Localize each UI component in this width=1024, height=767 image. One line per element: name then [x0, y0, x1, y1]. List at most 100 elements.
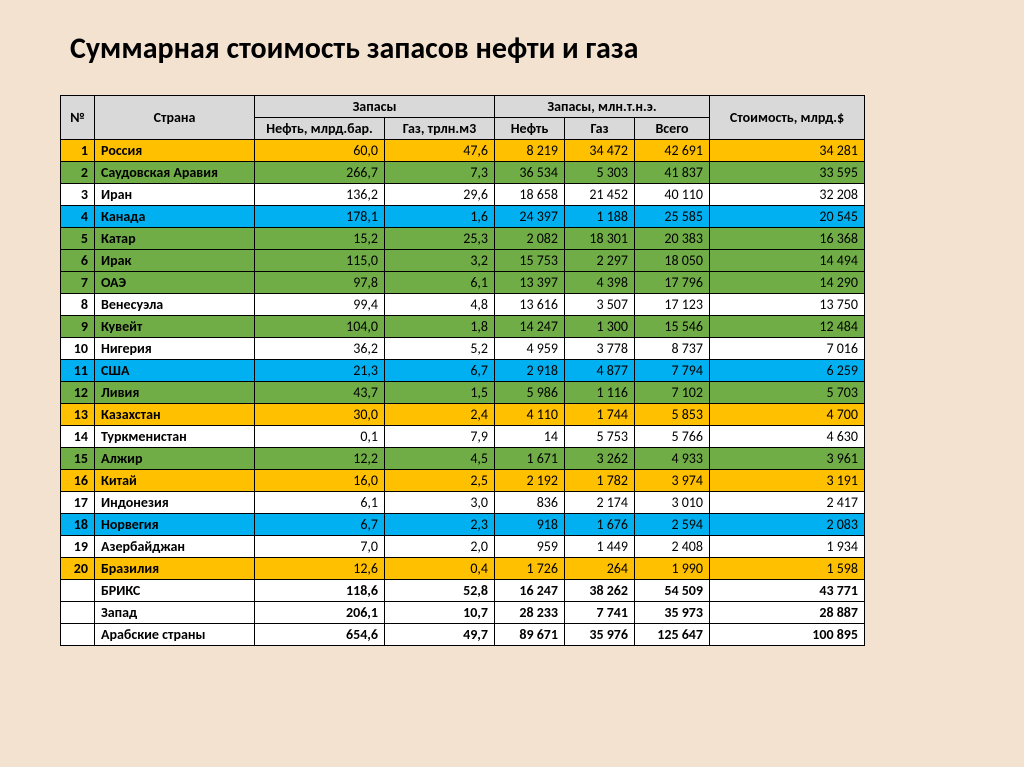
header-gas: Газ	[565, 118, 635, 140]
cell-total: 4 933	[635, 448, 710, 470]
header-oil: Нефть	[495, 118, 565, 140]
cell-oil: 14 247	[495, 316, 565, 338]
cell-total: 20 383	[635, 228, 710, 250]
cell-oil: 18 658	[495, 184, 565, 206]
cell-value: 3 191	[710, 470, 865, 492]
table-row: 1Россия60,047,68 21934 47242 69134 281	[61, 140, 865, 162]
cell-index: 5	[61, 228, 95, 250]
table-row: 9Кувейт104,01,814 2471 30015 54612 484	[61, 316, 865, 338]
cell-oil-bbl: 136,2	[255, 184, 385, 206]
cell-country: Туркменистан	[95, 426, 255, 448]
cell-gas: 2 297	[565, 250, 635, 272]
cell-value: 13 750	[710, 294, 865, 316]
cell-gas-tcm: 10,7	[385, 602, 495, 624]
cell-value: 2 083	[710, 514, 865, 536]
table-row: 11США21,36,72 9184 8777 7946 259	[61, 360, 865, 382]
cell-country: США	[95, 360, 255, 382]
header-value: Стоимость, млрд.$	[710, 96, 865, 140]
cell-gas-tcm: 2,5	[385, 470, 495, 492]
header-country: Страна	[95, 96, 255, 140]
cell-country: Кувейт	[95, 316, 255, 338]
cell-index: 7	[61, 272, 95, 294]
cell-oil-bbl: 6,7	[255, 514, 385, 536]
cell-oil: 16 247	[495, 580, 565, 602]
cell-gas: 1 782	[565, 470, 635, 492]
cell-oil: 1 726	[495, 558, 565, 580]
cell-gas-tcm: 25,3	[385, 228, 495, 250]
cell-oil-bbl: 12,6	[255, 558, 385, 580]
table-row: 13Казахстан30,02,44 1101 7445 8534 700	[61, 404, 865, 426]
cell-index: 3	[61, 184, 95, 206]
cell-gas: 5 303	[565, 162, 635, 184]
table-row: 2Саудовская Аравия266,77,336 5345 30341 …	[61, 162, 865, 184]
cell-oil-bbl: 99,4	[255, 294, 385, 316]
cell-country: Китай	[95, 470, 255, 492]
table-row: 16Китай16,02,52 1921 7823 9743 191	[61, 470, 865, 492]
cell-gas-tcm: 2,4	[385, 404, 495, 426]
cell-gas: 1 188	[565, 206, 635, 228]
cell-country: Бразилия	[95, 558, 255, 580]
cell-gas: 3 778	[565, 338, 635, 360]
cell-total: 2 594	[635, 514, 710, 536]
cell-oil: 4 110	[495, 404, 565, 426]
cell-gas-tcm: 47,6	[385, 140, 495, 162]
cell-value: 12 484	[710, 316, 865, 338]
cell-oil-bbl: 21,3	[255, 360, 385, 382]
cell-country: Казахстан	[95, 404, 255, 426]
table-row: 20Бразилия12,60,41 7262641 9901 598	[61, 558, 865, 580]
cell-value: 43 771	[710, 580, 865, 602]
cell-index-empty	[61, 624, 95, 646]
cell-total: 2 408	[635, 536, 710, 558]
cell-index: 9	[61, 316, 95, 338]
cell-oil: 5 986	[495, 382, 565, 404]
cell-oil-bbl: 30,0	[255, 404, 385, 426]
cell-index: 15	[61, 448, 95, 470]
cell-value: 28 887	[710, 602, 865, 624]
cell-gas-tcm: 29,6	[385, 184, 495, 206]
table-row: 3Иран136,229,618 65821 45240 11032 208	[61, 184, 865, 206]
cell-total: 7 794	[635, 360, 710, 382]
cell-value: 1 934	[710, 536, 865, 558]
cell-country: Россия	[95, 140, 255, 162]
cell-oil-bbl: 16,0	[255, 470, 385, 492]
cell-value: 3 961	[710, 448, 865, 470]
cell-total: 7 102	[635, 382, 710, 404]
header-reserves-mtoe-group: Запасы, млн.т.н.э.	[495, 96, 710, 118]
summary-row: Запад206,110,728 2337 74135 97328 887	[61, 602, 865, 624]
cell-gas: 21 452	[565, 184, 635, 206]
cell-oil-bbl: 6,1	[255, 492, 385, 514]
table-row: 10Нигерия36,25,24 9593 7788 7377 016	[61, 338, 865, 360]
cell-total: 1 990	[635, 558, 710, 580]
cell-country: Индонезия	[95, 492, 255, 514]
cell-oil: 2 918	[495, 360, 565, 382]
cell-oil-bbl: 15,2	[255, 228, 385, 250]
cell-oil-bbl: 36,2	[255, 338, 385, 360]
cell-gas-tcm: 49,7	[385, 624, 495, 646]
page-title: Суммарная стоимость запасов нефти и газа	[70, 30, 964, 67]
cell-oil-bbl: 12,2	[255, 448, 385, 470]
cell-gas: 4 398	[565, 272, 635, 294]
cell-country: Азербайджан	[95, 536, 255, 558]
cell-gas: 18 301	[565, 228, 635, 250]
cell-gas-tcm: 2,0	[385, 536, 495, 558]
cell-total: 18 050	[635, 250, 710, 272]
cell-oil-bbl: 266,7	[255, 162, 385, 184]
cell-gas-tcm: 3,2	[385, 250, 495, 272]
cell-gas: 2 174	[565, 492, 635, 514]
cell-oil-bbl: 654,6	[255, 624, 385, 646]
cell-value: 1 598	[710, 558, 865, 580]
cell-gas-tcm: 1,8	[385, 316, 495, 338]
cell-value: 5 703	[710, 382, 865, 404]
cell-gas: 35 976	[565, 624, 635, 646]
table-row: 8Венесуэла99,44,813 6163 50717 12313 750	[61, 294, 865, 316]
cell-country: Канада	[95, 206, 255, 228]
cell-oil-bbl: 104,0	[255, 316, 385, 338]
cell-index: 13	[61, 404, 95, 426]
cell-country: Норвегия	[95, 514, 255, 536]
cell-gas-tcm: 52,8	[385, 580, 495, 602]
header-reserves-group: Запасы	[255, 96, 495, 118]
cell-country: Алжир	[95, 448, 255, 470]
cell-value: 16 368	[710, 228, 865, 250]
cell-country: Саудовская Аравия	[95, 162, 255, 184]
table-row: 12Ливия43,71,55 9861 1167 1025 703	[61, 382, 865, 404]
